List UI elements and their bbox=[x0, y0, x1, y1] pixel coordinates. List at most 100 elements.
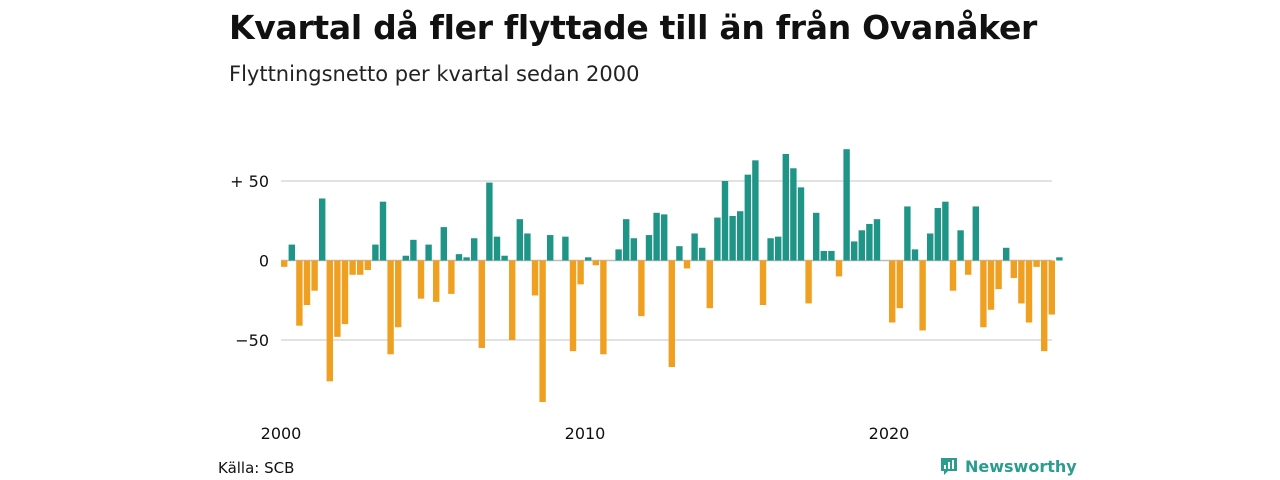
bar bbox=[972, 206, 979, 261]
bar bbox=[585, 257, 592, 261]
x-tick-label: 2020 bbox=[869, 424, 910, 443]
bar bbox=[683, 260, 691, 269]
bar bbox=[615, 249, 622, 261]
bar bbox=[478, 260, 485, 348]
bar bbox=[296, 260, 303, 326]
bar bbox=[676, 246, 683, 261]
bar bbox=[1041, 260, 1048, 352]
bar bbox=[759, 260, 767, 306]
bar bbox=[357, 260, 364, 275]
bar bbox=[501, 255, 508, 261]
bar bbox=[919, 260, 926, 331]
y-tick-label: −50 bbox=[235, 331, 269, 350]
bar bbox=[820, 250, 827, 261]
bar bbox=[691, 233, 698, 261]
chart-title: Kvartal då fler flyttade till än från Ov… bbox=[229, 8, 1037, 47]
bars bbox=[281, 149, 1063, 403]
bar bbox=[539, 260, 546, 403]
bar bbox=[645, 235, 653, 261]
chart-subtitle: Flyttningsnetto per kvartal sedan 2000 bbox=[229, 62, 640, 86]
bar bbox=[448, 260, 455, 294]
bar bbox=[303, 260, 311, 306]
y-tick-label: 0 bbox=[259, 252, 269, 271]
source-note: Källa: SCB bbox=[218, 459, 295, 477]
bar bbox=[980, 260, 987, 328]
bar bbox=[600, 260, 607, 355]
bar bbox=[835, 260, 843, 277]
bar bbox=[805, 260, 812, 304]
bar bbox=[706, 260, 713, 309]
bar bbox=[995, 260, 1002, 290]
brand-name: Newsworthy bbox=[965, 456, 1077, 476]
bar bbox=[372, 244, 379, 261]
bar bbox=[433, 260, 440, 302]
bar bbox=[417, 260, 425, 299]
bar bbox=[797, 187, 805, 261]
bar bbox=[873, 219, 881, 261]
bar bbox=[402, 255, 409, 261]
bar bbox=[752, 160, 759, 261]
newsworthy-logo-icon bbox=[941, 458, 957, 475]
bar bbox=[828, 250, 835, 261]
bar bbox=[455, 254, 463, 261]
bar bbox=[569, 260, 577, 352]
bar bbox=[744, 174, 751, 261]
bar bbox=[775, 236, 782, 261]
bar bbox=[562, 236, 569, 261]
bar bbox=[311, 260, 318, 291]
bar bbox=[927, 233, 934, 261]
bar bbox=[349, 260, 356, 275]
bar bbox=[767, 238, 774, 261]
bar bbox=[638, 260, 645, 317]
bar bbox=[281, 260, 288, 267]
bar bbox=[288, 244, 295, 261]
bar bbox=[904, 206, 911, 261]
bar bbox=[547, 235, 554, 261]
bar bbox=[577, 260, 584, 285]
bar bbox=[911, 249, 919, 261]
bar bbox=[1003, 247, 1010, 261]
bar bbox=[630, 238, 637, 261]
bar bbox=[319, 198, 326, 261]
bar bbox=[1056, 257, 1063, 261]
bar bbox=[471, 238, 478, 261]
y-axis-labels: + 50 0 −50 bbox=[230, 172, 269, 350]
bar bbox=[493, 236, 501, 261]
bar bbox=[592, 260, 599, 266]
bar bbox=[957, 230, 964, 261]
x-axis-labels: 2000 2010 2020 bbox=[261, 424, 910, 443]
bar bbox=[965, 260, 972, 275]
bar bbox=[782, 153, 789, 261]
x-tick-label: 2010 bbox=[565, 424, 606, 443]
bar bbox=[326, 260, 333, 382]
bar bbox=[790, 168, 797, 261]
bar bbox=[395, 260, 402, 328]
bar bbox=[524, 233, 531, 261]
bar bbox=[1025, 260, 1033, 323]
brand-logo: Newsworthy bbox=[939, 456, 1077, 476]
bar bbox=[516, 219, 523, 261]
bar bbox=[661, 214, 668, 261]
bar bbox=[813, 212, 820, 261]
bar bbox=[1010, 260, 1017, 278]
bar bbox=[334, 260, 341, 337]
bar bbox=[721, 181, 729, 261]
bar bbox=[509, 260, 516, 340]
bar bbox=[699, 247, 706, 261]
bar bbox=[714, 217, 721, 261]
bar bbox=[987, 260, 995, 310]
bar bbox=[379, 201, 387, 261]
bar bbox=[896, 260, 903, 309]
bar bbox=[341, 260, 349, 325]
bar bbox=[387, 260, 394, 355]
bar bbox=[889, 260, 896, 323]
bar bbox=[934, 208, 941, 261]
bar bbox=[942, 201, 949, 261]
bar bbox=[1048, 260, 1055, 315]
bar bbox=[440, 227, 447, 261]
bar bbox=[531, 260, 539, 296]
bar bbox=[843, 149, 850, 261]
bar bbox=[486, 182, 493, 261]
bar bbox=[425, 244, 432, 261]
bar bbox=[1018, 260, 1025, 304]
